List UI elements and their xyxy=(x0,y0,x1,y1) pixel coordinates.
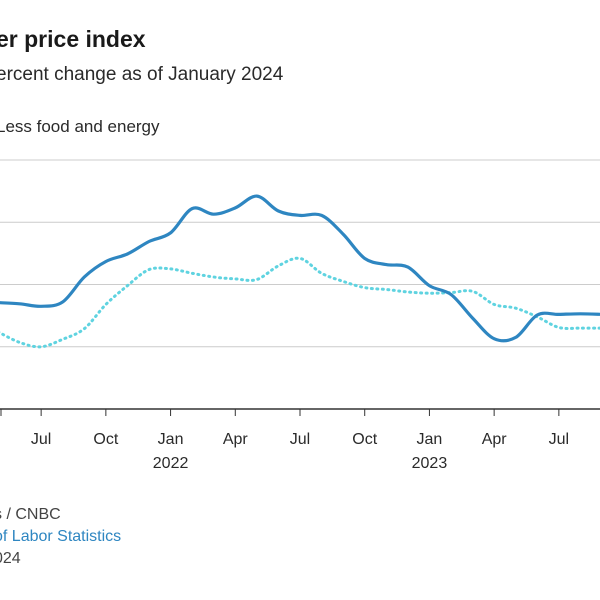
x-tick-label: Jul xyxy=(31,431,51,448)
x-tick-label: Oct xyxy=(352,431,377,448)
chart-subtitle: ercent change as of January 2024 xyxy=(0,64,284,85)
x-tick-label: Oct xyxy=(93,431,118,448)
x-tick-label: Jan xyxy=(417,431,443,448)
x-year-label: 2023 xyxy=(412,455,448,472)
x-tick-label: Jul xyxy=(549,431,569,448)
series-line-dotted xyxy=(0,256,600,349)
source-link[interactable]: of Labor Statistics xyxy=(0,528,122,545)
series-line-less-food-and-energy xyxy=(0,194,600,343)
source-credit: s / CNBC xyxy=(0,506,61,523)
x-tick-label: Apr xyxy=(223,431,249,448)
x-tick-label: Jul xyxy=(290,431,310,448)
chart-title: er price index xyxy=(0,26,146,52)
x-tick-label: Apr xyxy=(482,431,508,448)
publish-date: 024 xyxy=(0,550,21,567)
legend-entry-less-food-and-energy: Less food and energy xyxy=(0,117,160,136)
x-year-label: 2022 xyxy=(153,455,189,472)
x-tick-label: Jan xyxy=(158,431,184,448)
